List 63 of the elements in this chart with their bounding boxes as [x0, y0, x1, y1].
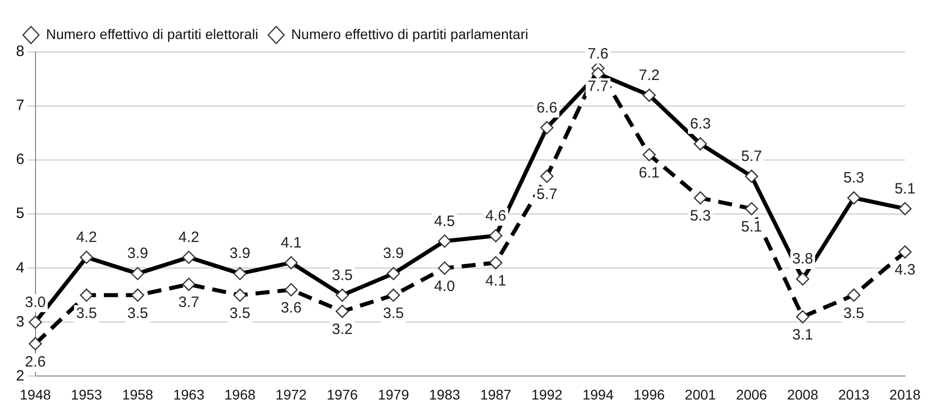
x-tick-label: 1983	[429, 386, 460, 402]
x-tick-label: 1994	[582, 386, 614, 402]
data-label: 4.5	[434, 212, 456, 230]
x-tick-label: 2013	[838, 386, 870, 402]
x-tick-label: 2001	[684, 386, 716, 402]
x-tick-label: 1976	[326, 386, 358, 402]
data-label: 5.7	[741, 148, 762, 165]
data-label: 4.6	[485, 207, 506, 224]
data-label: 5.3	[690, 208, 711, 225]
x-tick-label: 1963	[173, 386, 205, 402]
x-tick-label: 1958	[122, 386, 154, 402]
y-tick-label: 2	[16, 367, 24, 384]
data-label: 4.1	[485, 272, 506, 290]
data-label: 3.9	[230, 245, 250, 262]
y-tick-label: 5	[16, 205, 24, 222]
data-label: 3.9	[127, 245, 148, 262]
data-label: 3.5	[383, 304, 404, 322]
data-label: 3.5	[230, 304, 250, 322]
y-tick-label: 6	[16, 151, 24, 168]
data-label: 3.6	[280, 299, 302, 316]
data-label: 6.6	[536, 99, 558, 116]
data-label: 4.3	[894, 262, 916, 279]
data-label: 5.1	[741, 218, 762, 236]
data-label: 3.7	[178, 294, 200, 311]
legend-label: Numero effettivo di partiti parlamentari	[291, 26, 528, 42]
x-tick-label: 1948	[20, 386, 52, 402]
data-label: 3.5	[127, 304, 148, 322]
x-tick-label: 1972	[276, 386, 307, 402]
data-label: 3.8	[792, 250, 814, 268]
data-label: 3.0	[24, 294, 46, 311]
x-tick-label: 2018	[889, 386, 921, 402]
legend-label: Numero effettivo di partiti elettorali	[46, 26, 258, 42]
data-label: 3.5	[843, 304, 864, 322]
data-label: 4.2	[76, 228, 97, 246]
data-label: 2.6	[24, 353, 46, 370]
data-label: 6.1	[638, 164, 660, 182]
data-label: 3.1	[792, 326, 814, 344]
data-label: 5.3	[843, 170, 864, 187]
data-label: 6.3	[690, 115, 711, 132]
data-label: 3.9	[383, 245, 404, 262]
x-tick-label: 1968	[224, 386, 256, 402]
x-tick-label: 2006	[736, 386, 768, 402]
data-label: 7.7	[588, 78, 608, 95]
data-label: 3.5	[76, 304, 97, 322]
x-tick-label: 1987	[480, 386, 512, 402]
data-label: 4.0	[434, 278, 456, 295]
data-label: 3.5	[332, 266, 353, 284]
y-tick-label: 8	[16, 43, 24, 60]
data-label: 4.2	[178, 228, 200, 246]
data-label: 3.2	[332, 321, 353, 338]
x-tick-label: 1996	[634, 386, 665, 402]
data-label: 5.1	[894, 180, 916, 198]
x-tick-label: 1953	[70, 386, 102, 402]
x-tick-label: 1979	[378, 386, 410, 402]
data-label: 7.6	[588, 45, 608, 62]
x-tick-label: 2008	[787, 386, 818, 402]
data-label: 5.7	[536, 186, 558, 203]
data-label: 7.2	[638, 66, 660, 84]
data-label: 4.1	[280, 234, 302, 252]
y-tick-label: 4	[16, 259, 24, 276]
y-tick-label: 7	[16, 97, 24, 114]
y-tick-label: 3	[16, 313, 24, 330]
x-tick-label: 1992	[531, 386, 563, 402]
